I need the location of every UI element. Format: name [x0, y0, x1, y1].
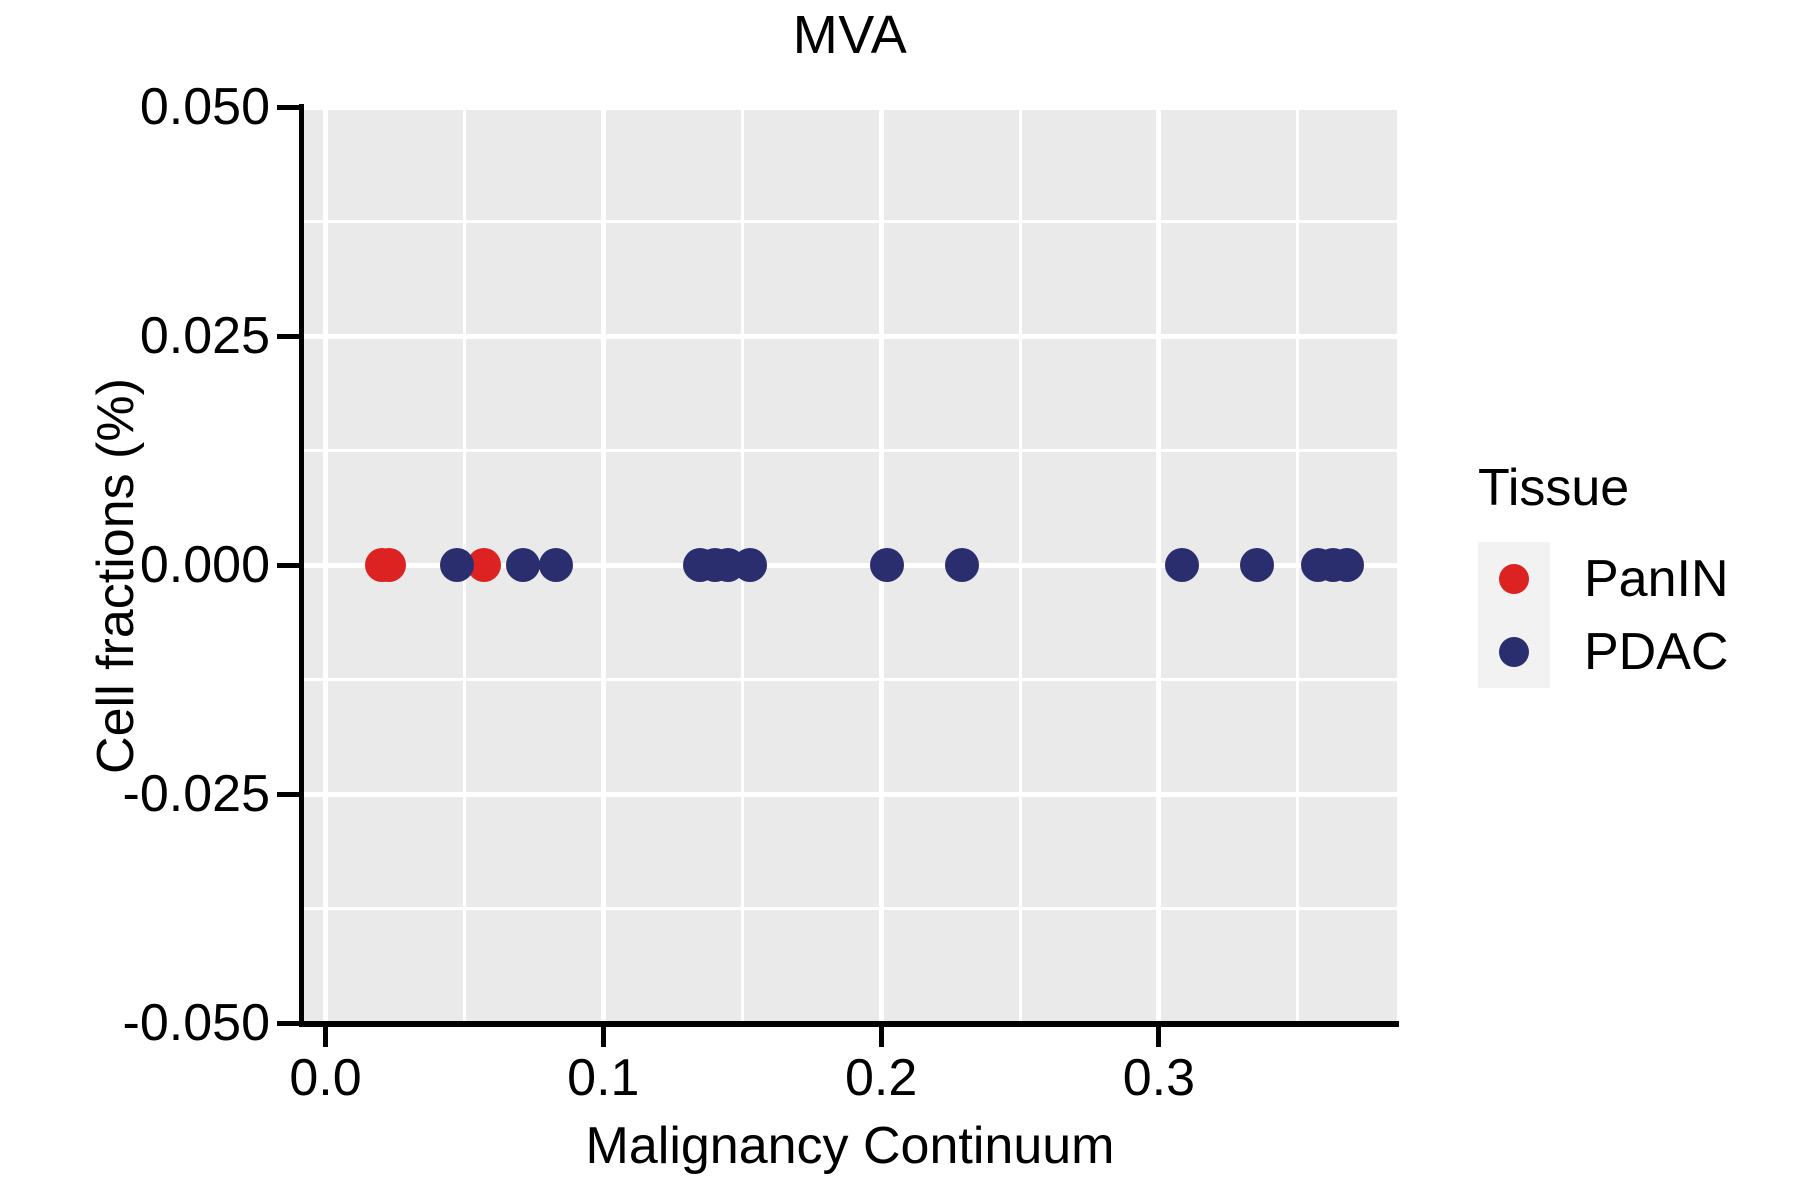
y-axis-title: Cell fractions (%) — [87, 378, 145, 774]
gridline-horizontal — [303, 220, 1397, 223]
y-tick-label: -0.050 — [122, 994, 270, 1052]
legend-title: Tissue — [1478, 459, 1630, 517]
gridline-horizontal — [303, 907, 1397, 910]
data-point-pdac — [1329, 548, 1364, 582]
x-tick-label: 0.3 — [1122, 1049, 1196, 1107]
x-tick-label: 0.2 — [844, 1049, 918, 1107]
y-tick-mark — [277, 562, 299, 568]
x-axis-line — [299, 1021, 1399, 1027]
data-point-pdac — [439, 548, 474, 582]
y-tick-mark — [277, 333, 299, 339]
legend-swatch — [1478, 542, 1550, 615]
y-tick-mark — [277, 791, 299, 797]
x-tick-mark — [323, 1027, 328, 1047]
x-tick-label: 0.0 — [289, 1049, 362, 1107]
data-point-pdac — [506, 548, 541, 582]
gridline-horizontal — [303, 333, 1397, 339]
y-tick-mark — [277, 1020, 299, 1026]
y-tick-label: 0.000 — [139, 536, 270, 594]
legend: Tissue PanIN PDAC — [1478, 462, 1778, 688]
y-axis-line — [299, 104, 304, 1026]
y-tick-mark — [277, 104, 299, 110]
x-tick-mark — [600, 1027, 606, 1047]
gridline-horizontal — [303, 107, 1397, 110]
gridline-horizontal — [303, 791, 1397, 797]
legend-entries: PanIN PDAC — [1478, 542, 1778, 688]
legend-dot-icon — [1499, 636, 1529, 667]
gridline-horizontal — [303, 678, 1397, 681]
legend-entry-panin[interactable]: PanIN — [1478, 542, 1778, 615]
data-point-pdac — [1239, 548, 1274, 582]
y-tick-label: 0.025 — [139, 307, 270, 365]
legend-entry-pdac[interactable]: PDAC — [1478, 615, 1778, 688]
plot-panel — [303, 107, 1397, 1023]
data-point-pdac — [733, 548, 768, 582]
legend-label: PDAC — [1584, 622, 1729, 681]
y-tick-label: -0.025 — [122, 765, 270, 823]
y-tick-label: 0.050 — [139, 78, 270, 136]
data-point-pdac — [539, 548, 574, 582]
data-point-pdac — [1164, 548, 1199, 582]
data-point-pdac — [944, 548, 979, 582]
data-point-panin — [371, 548, 406, 582]
legend-swatch — [1478, 615, 1550, 688]
data-point-pdac — [870, 548, 905, 582]
x-tick-mark — [1156, 1027, 1162, 1047]
x-tick-mark — [878, 1027, 884, 1047]
gridline-horizontal — [303, 449, 1397, 452]
chart-title: MVA — [792, 5, 908, 65]
legend-dot-icon — [1499, 563, 1529, 594]
x-axis-title: Malignancy Continuum — [585, 1117, 1115, 1175]
legend-label: PanIN — [1584, 549, 1729, 608]
x-tick-label: 0.1 — [567, 1049, 640, 1107]
gridline-horizontal — [303, 562, 1397, 568]
